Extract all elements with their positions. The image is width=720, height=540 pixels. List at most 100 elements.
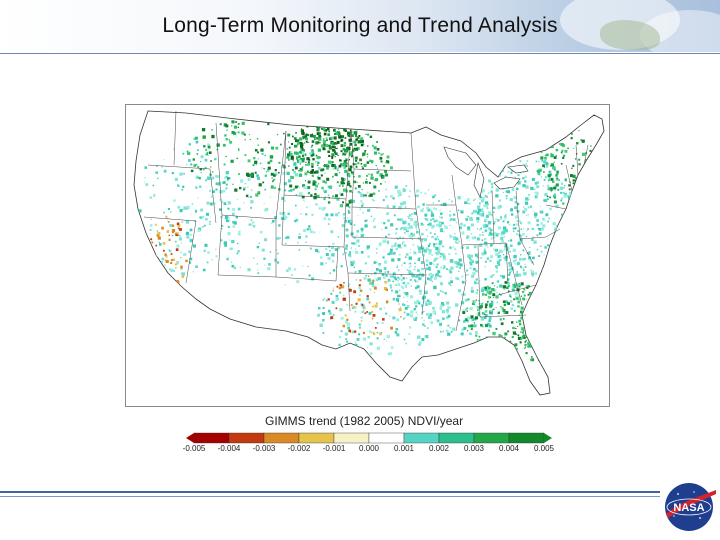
ndvi-pixel <box>500 234 503 236</box>
ndvi-pixel <box>527 206 530 209</box>
ndvi-pixel <box>485 324 489 328</box>
ndvi-pixel <box>311 144 313 147</box>
ndvi-pixel <box>491 186 494 189</box>
ndvi-pixel <box>435 246 439 251</box>
ndvi-pixel <box>462 231 465 233</box>
ndvi-pixel <box>540 227 545 231</box>
ndvi-pixel <box>383 165 386 168</box>
ndvi-pixel <box>479 202 481 205</box>
ndvi-pixel <box>372 264 374 266</box>
ndvi-pixel <box>288 165 290 167</box>
ndvi-pixel <box>521 336 524 339</box>
ndvi-pixel <box>456 264 460 268</box>
ndvi-pixel <box>173 199 176 202</box>
ndvi-pixel <box>589 149 592 152</box>
ndvi-pixel <box>538 323 542 327</box>
ndvi-pixel <box>387 219 390 222</box>
ndvi-pixel <box>473 303 476 306</box>
ndvi-pixel <box>545 315 549 318</box>
ndvi-pixel <box>298 192 302 196</box>
ndvi-pixel <box>453 236 457 240</box>
ndvi-pixel <box>317 250 320 254</box>
ndvi-pixel <box>215 182 219 185</box>
ndvi-pixel <box>505 195 508 198</box>
ndvi-pixel <box>531 272 534 275</box>
ndvi-pixel <box>479 243 483 247</box>
ndvi-pixel <box>230 159 234 163</box>
ndvi-pixel <box>150 218 152 220</box>
ndvi-pixel <box>174 240 177 243</box>
ndvi-pixel <box>368 181 371 184</box>
ndvi-pixel <box>180 251 182 254</box>
ndvi-pixel <box>361 202 364 205</box>
ndvi-pixel <box>523 171 525 173</box>
ndvi-pixel <box>422 207 424 210</box>
ndvi-pixel <box>385 161 387 163</box>
ndvi-pixel <box>390 195 393 198</box>
ndvi-pixel <box>380 332 383 334</box>
ndvi-pixel <box>489 305 491 307</box>
ndvi-pixel <box>153 195 155 197</box>
ndvi-pixel <box>465 319 468 321</box>
ndvi-pixel <box>504 258 508 262</box>
ndvi-pixel <box>345 320 348 324</box>
ndvi-pixel <box>565 130 568 133</box>
ndvi-pixel <box>537 348 542 352</box>
ndvi-pixel <box>375 178 379 182</box>
ndvi-pixel <box>425 259 429 263</box>
ndvi-pixel <box>372 192 376 196</box>
ndvi-pixel <box>439 252 442 255</box>
ndvi-pixel <box>306 133 310 137</box>
ndvi-pixel <box>526 316 530 320</box>
ndvi-pixel <box>411 213 413 215</box>
ndvi-pixel <box>428 251 432 255</box>
ndvi-pixel <box>554 193 556 195</box>
ndvi-pixel <box>562 202 565 205</box>
ndvi-pixel <box>349 222 353 225</box>
ndvi-pixel <box>484 249 486 252</box>
ndvi-pixel <box>197 177 199 179</box>
ndvi-pixel <box>231 261 233 263</box>
ndvi-pixel <box>563 194 567 198</box>
ndvi-pixel <box>563 187 565 189</box>
ndvi-pixel <box>518 295 520 297</box>
ndvi-pixel <box>313 231 316 234</box>
ndvi-pixel <box>177 227 180 230</box>
ndvi-pixel <box>473 318 476 321</box>
ndvi-pixel <box>275 249 277 251</box>
ndvi-pixel <box>501 275 506 279</box>
ndvi-pixel <box>546 153 549 157</box>
ndvi-pixel <box>173 148 175 150</box>
ndvi-pixel <box>277 261 280 264</box>
ndvi-pixel <box>422 253 425 257</box>
ndvi-pixel <box>223 181 226 184</box>
ndvi-pixel <box>488 303 492 306</box>
ndvi-pixel <box>205 148 208 151</box>
ndvi-pixel <box>458 319 461 322</box>
ndvi-pixel <box>272 220 275 223</box>
ndvi-pixel <box>341 163 345 167</box>
ndvi-pixel <box>255 164 257 166</box>
ndvi-pixel <box>167 221 170 223</box>
ndvi-pixel <box>351 134 354 137</box>
ndvi-pixel <box>349 331 352 333</box>
ndvi-pixel <box>216 175 220 179</box>
ndvi-pixel <box>347 182 351 186</box>
ndvi-pixel <box>290 175 294 179</box>
ndvi-pixel <box>450 277 452 279</box>
ndvi-pixel <box>188 250 191 253</box>
ndvi-pixel <box>404 306 408 310</box>
ndvi-pixel <box>342 201 344 204</box>
ndvi-pixel <box>250 219 253 221</box>
ndvi-pixel <box>572 215 575 218</box>
ndvi-pixel <box>321 144 325 148</box>
ndvi-pixel <box>427 223 429 226</box>
ndvi-pixel <box>312 180 316 184</box>
ndvi-pixel <box>422 295 426 299</box>
ndvi-pixel <box>286 235 290 239</box>
ndvi-pixel <box>549 196 551 199</box>
ndvi-pixel <box>450 280 453 284</box>
ndvi-pixel <box>350 304 353 306</box>
ndvi-pixel <box>171 172 174 175</box>
ndvi-pixel <box>226 129 228 131</box>
